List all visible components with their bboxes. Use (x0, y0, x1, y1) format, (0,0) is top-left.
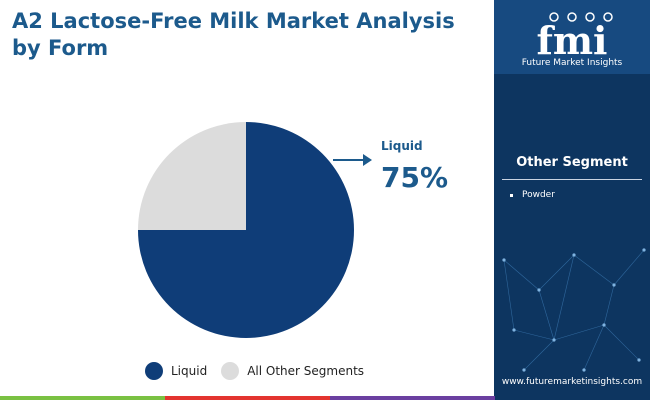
page-title: A2 Lactose-Free Milk Market Analysis by … (12, 9, 455, 60)
fmi-logo-icon: fmi (537, 12, 613, 58)
legend-label-all-other-segments: All Other Segments (247, 364, 365, 378)
legend-swatch-liquid (145, 362, 163, 380)
stripe-navy (495, 396, 650, 400)
stripe-purple (330, 396, 495, 400)
legend-item-all-other-segments: All Other Segments (221, 362, 364, 380)
brand-name: Future Market Insights (521, 58, 623, 68)
callout-label: Liquid (381, 139, 423, 153)
callout-value: 75% (381, 161, 449, 194)
brand-logo: fmi Future Market Insights (494, 0, 650, 74)
other-segment-list: Powder (510, 190, 555, 200)
right-sidebar: fmi Future Market Insights Other Segment… (494, 0, 650, 400)
callout-arrow-icon (333, 154, 372, 166)
network-decoration-icon (502, 248, 646, 372)
chart-legend: Liquid All Other Segments (145, 362, 378, 380)
legend-swatch-all-other-segments (221, 362, 240, 380)
other-segment-divider (502, 179, 642, 180)
pie-chart (138, 122, 354, 338)
other-segment-heading: Other Segment (516, 155, 628, 170)
legend-item-liquid: Liquid (145, 362, 207, 380)
bullet-icon (510, 193, 513, 197)
bottom-color-stripe (0, 396, 650, 400)
other-segment-item: Powder (510, 190, 555, 200)
stripe-green (0, 396, 165, 400)
brand-mark: fmi (537, 18, 608, 58)
website-url: www.futuremarketinsights.com (501, 377, 643, 387)
stripe-red (165, 396, 330, 400)
other-segment-label: Powder (522, 190, 555, 200)
pie-slice-all-other-segments (138, 122, 246, 230)
legend-label-liquid: Liquid (171, 364, 208, 378)
